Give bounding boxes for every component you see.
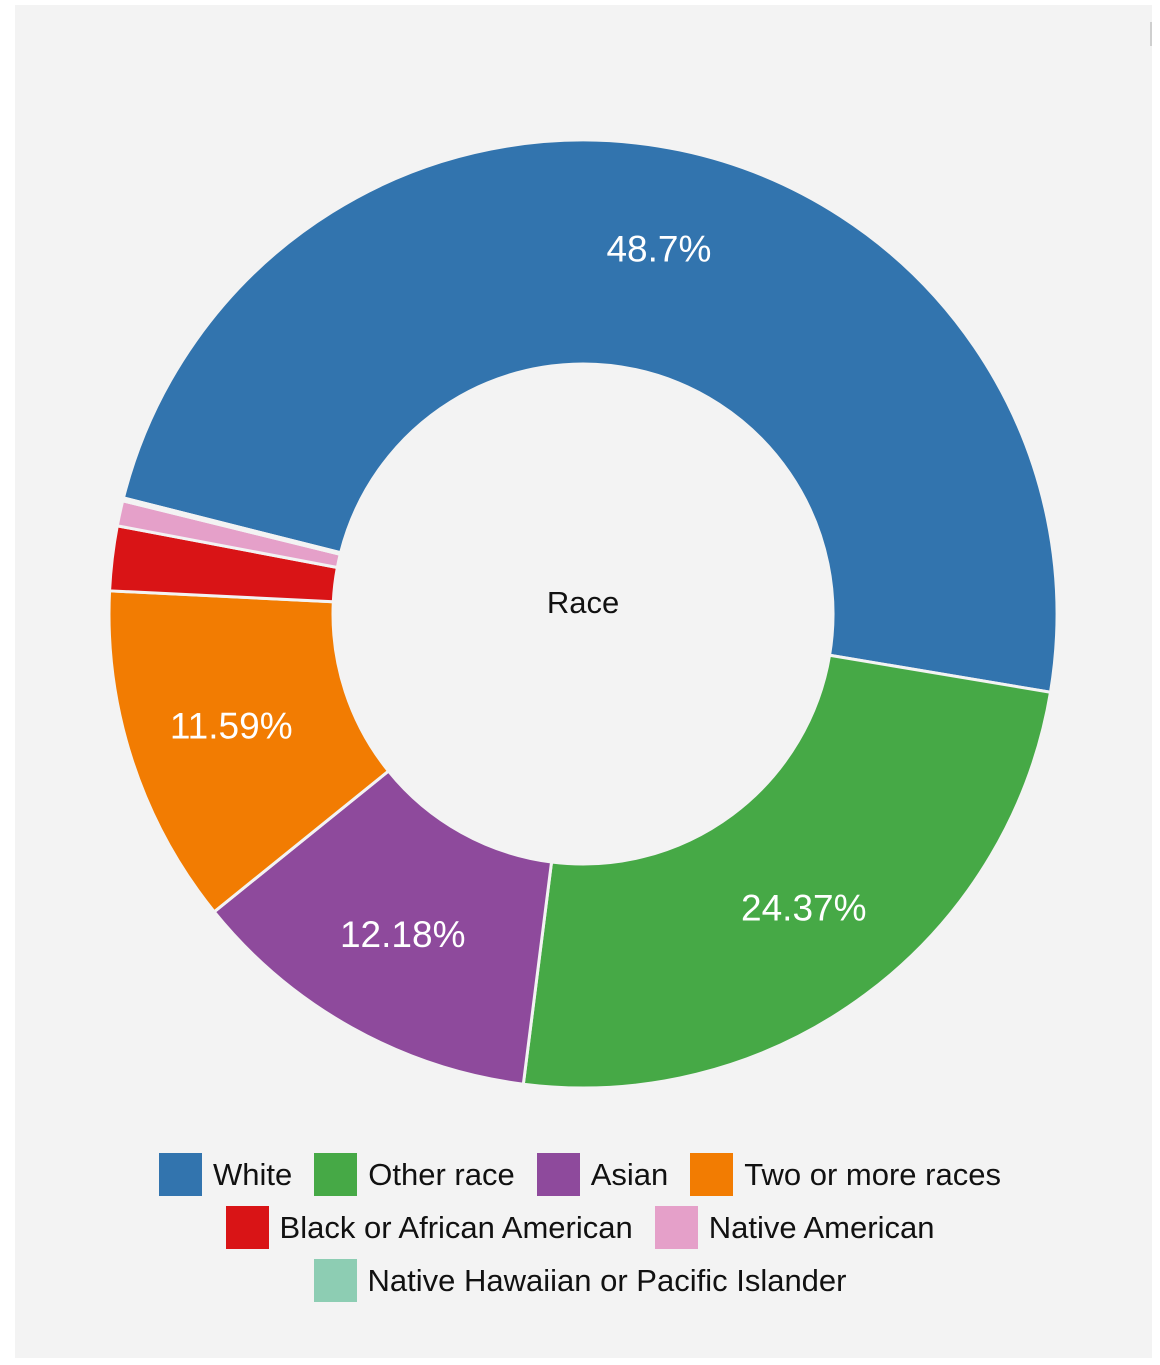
legend-label: Native Hawaiian or Pacific Islander	[367, 1262, 847, 1298]
legend-item-black-or-african-american[interactable]: Black or African American	[225, 1206, 633, 1249]
legend-swatch	[314, 1153, 358, 1196]
legend-row: White Other race Asian Two or more races	[0, 1148, 1160, 1201]
slice-two-or-more-races[interactable]	[107, 589, 391, 914]
legend-item-asian[interactable]: Asian	[536, 1153, 669, 1196]
legend-swatch	[313, 1259, 357, 1302]
legend-item-native-american[interactable]: Native American	[654, 1206, 935, 1249]
legend-swatch	[536, 1153, 580, 1196]
donut-slices	[107, 138, 1059, 1090]
chart-legend: White Other race Asian Two or more races Bla…	[0, 1148, 1160, 1307]
donut-slice-labels: 48.7% 24.37% 12.18% 11.59%	[170, 229, 867, 955]
legend-label: Other race	[368, 1156, 515, 1192]
scrollbar-edge	[1150, 22, 1152, 46]
legend-swatch	[225, 1206, 269, 1249]
donut-center-label: Race	[546, 585, 620, 620]
slice-asian[interactable]	[212, 768, 554, 1086]
legend-item-two-or-more-races[interactable]: Two or more races	[690, 1153, 1001, 1196]
legend-swatch	[654, 1206, 698, 1249]
legend-label: Black or African American	[279, 1209, 633, 1245]
legend-swatch	[159, 1153, 203, 1196]
legend-label: Two or more races	[744, 1156, 1001, 1192]
legend-swatch	[690, 1153, 734, 1196]
legend-item-native-hawaiian-or-pacific-islander[interactable]: Native Hawaiian or Pacific Islander	[313, 1259, 847, 1302]
legend-label: White	[213, 1156, 293, 1192]
slice-native-hawaiian-or-pacific-islander[interactable]	[120, 496, 343, 557]
legend-label: Asian	[590, 1156, 669, 1192]
slice-label-other-race: 24.37%	[741, 888, 867, 929]
slice-white[interactable]	[121, 138, 1059, 694]
slice-other-race[interactable]	[521, 653, 1053, 1090]
legend-row: Native Hawaiian or Pacific Islander	[0, 1254, 1160, 1307]
slice-label-two-or-more-races: 11.59%	[170, 705, 293, 746]
legend-label: Native American	[708, 1209, 935, 1245]
donut-chart: 48.7% 24.37% 12.18% 11.59%	[107, 138, 1059, 1090]
slice-label-white: 48.7%	[606, 229, 711, 270]
legend-item-other-race[interactable]: Other race	[314, 1153, 515, 1196]
slice-label-asian: 12.18%	[340, 914, 466, 955]
legend-row: Black or African American Native American	[0, 1201, 1160, 1254]
legend-item-white[interactable]: White	[159, 1153, 292, 1196]
